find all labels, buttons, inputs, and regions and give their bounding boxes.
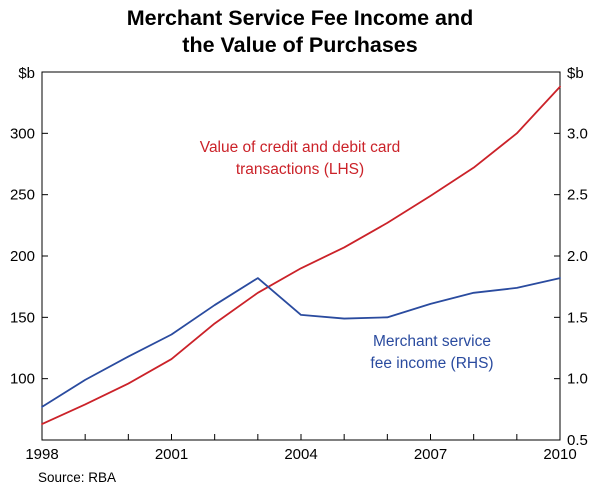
left-tick-label: 100	[10, 371, 35, 388]
x-tick-label: 2001	[155, 446, 188, 463]
source-note: Source: RBA	[38, 470, 117, 485]
series-line-right	[41, 277, 561, 408]
series-annotation-1: Merchant service	[373, 333, 491, 350]
left-tick-label: 200	[10, 248, 35, 265]
chart-title-line2: the Value of Purchases	[182, 33, 418, 57]
chart-title-line1: Merchant Service Fee Income and	[126, 6, 474, 30]
right-tick-label: 2.0	[567, 248, 588, 265]
right-tick-label: 1.5	[567, 309, 588, 326]
plot-frame	[41, 71, 561, 441]
right-tick-label: 1.0	[567, 371, 588, 388]
x-tick-label: 2010	[543, 446, 576, 463]
right-tick-label: 3.0	[567, 125, 588, 142]
series-annotation-1: fee income (RHS)	[370, 355, 493, 372]
x-tick-label: 1998	[25, 446, 58, 463]
right-tick-label: 0.5	[567, 432, 588, 449]
left-tick-label: 300	[10, 125, 35, 142]
x-tick-label: 2007	[414, 446, 447, 463]
series-annotation-0: Value of credit and debit card	[200, 139, 400, 156]
left-tick-label: 250	[10, 187, 35, 204]
right-tick-label: 2.5	[567, 187, 588, 204]
series-annotation-0: transactions (LHS)	[236, 161, 364, 178]
left-axis-unit: $b	[18, 65, 35, 82]
chart-title: Merchant Service Fee Income and the Valu…	[0, 5, 600, 59]
series-line-left	[41, 85, 561, 425]
right-axis-unit: $b	[567, 65, 584, 82]
left-tick-label: 150	[10, 309, 35, 326]
x-tick-label: 2004	[284, 446, 317, 463]
